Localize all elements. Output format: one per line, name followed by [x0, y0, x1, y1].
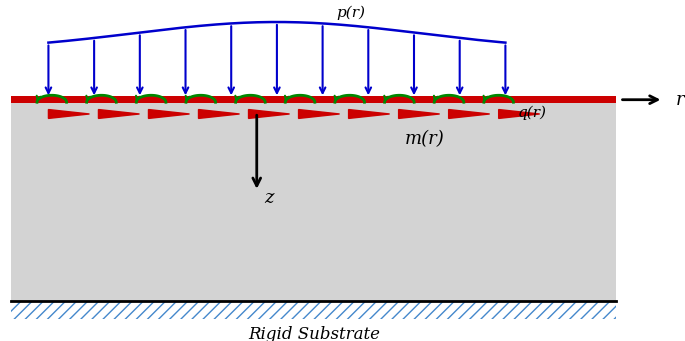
Polygon shape — [299, 109, 340, 118]
Polygon shape — [49, 109, 90, 118]
Polygon shape — [449, 109, 490, 118]
Text: z: z — [264, 189, 273, 207]
Bar — [12, 103, 616, 301]
Bar — [12, 301, 616, 318]
Polygon shape — [249, 109, 290, 118]
Polygon shape — [149, 109, 190, 118]
Text: r: r — [675, 91, 684, 109]
Text: Rigid Substrate: Rigid Substrate — [248, 326, 380, 341]
Text: p(r): p(r) — [336, 6, 365, 20]
Text: m(r): m(r) — [405, 130, 445, 148]
Polygon shape — [199, 109, 240, 118]
Bar — [12, 96, 616, 103]
Polygon shape — [99, 109, 140, 118]
Text: q(r): q(r) — [517, 105, 547, 120]
Polygon shape — [499, 109, 540, 118]
Polygon shape — [399, 109, 440, 118]
Polygon shape — [349, 109, 390, 118]
